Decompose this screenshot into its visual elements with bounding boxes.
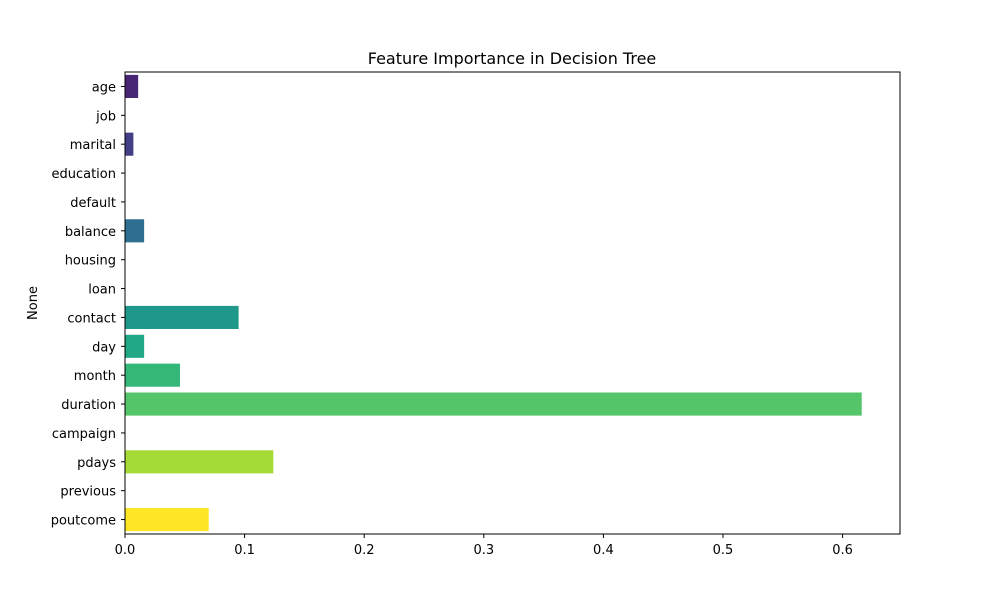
- y-tick-label: pdays: [77, 456, 116, 471]
- y-tick-label: campaign: [52, 427, 116, 442]
- y-tick-label: job: [95, 109, 116, 124]
- x-tick-label: 0.1: [234, 543, 255, 558]
- bars-group: [125, 74, 862, 532]
- x-tick-label: 0.0: [115, 543, 136, 558]
- x-tick-label: 0.5: [713, 543, 734, 558]
- bar-duration: [125, 392, 862, 416]
- bar-pdays: [125, 450, 274, 474]
- x-axis-ticks: 0.0 0.1 0.2 0.3 0.4 0.5 0.6: [115, 534, 853, 558]
- plot-frame: [124, 71, 901, 535]
- y-tick-label: age: [92, 80, 116, 95]
- y-tick-label: loan: [88, 283, 116, 298]
- y-tick-label: poutcome: [51, 514, 116, 529]
- y-tick-label: marital: [70, 138, 116, 153]
- y-tick-label: previous: [60, 485, 116, 500]
- y-tick-label: default: [70, 196, 116, 211]
- bar-age: [125, 74, 139, 98]
- y-tick-label: balance: [65, 225, 116, 240]
- y-tick-label: day: [92, 340, 116, 355]
- bar-marital: [125, 132, 134, 156]
- bar-month: [125, 363, 181, 387]
- x-tick-label: 0.6: [832, 543, 853, 558]
- chart-title: Feature Importance in Decision Tree: [368, 49, 657, 68]
- bar-balance: [125, 219, 145, 243]
- y-tick-label: education: [51, 167, 116, 182]
- x-tick-label: 0.4: [593, 543, 614, 558]
- y-axis-ticks: age job marital education default balance hous…: [51, 80, 125, 529]
- y-tick-label: month: [74, 369, 116, 384]
- y-axis-label: None: [26, 286, 41, 320]
- x-tick-label: 0.2: [354, 543, 375, 558]
- y-tick-label: contact: [67, 311, 116, 326]
- bar-day: [125, 334, 145, 358]
- y-tick-label: duration: [61, 398, 116, 413]
- bar-poutcome: [125, 508, 209, 532]
- bar-contact: [125, 305, 239, 329]
- x-tick-label: 0.3: [473, 543, 494, 558]
- y-tick-label: housing: [65, 254, 116, 269]
